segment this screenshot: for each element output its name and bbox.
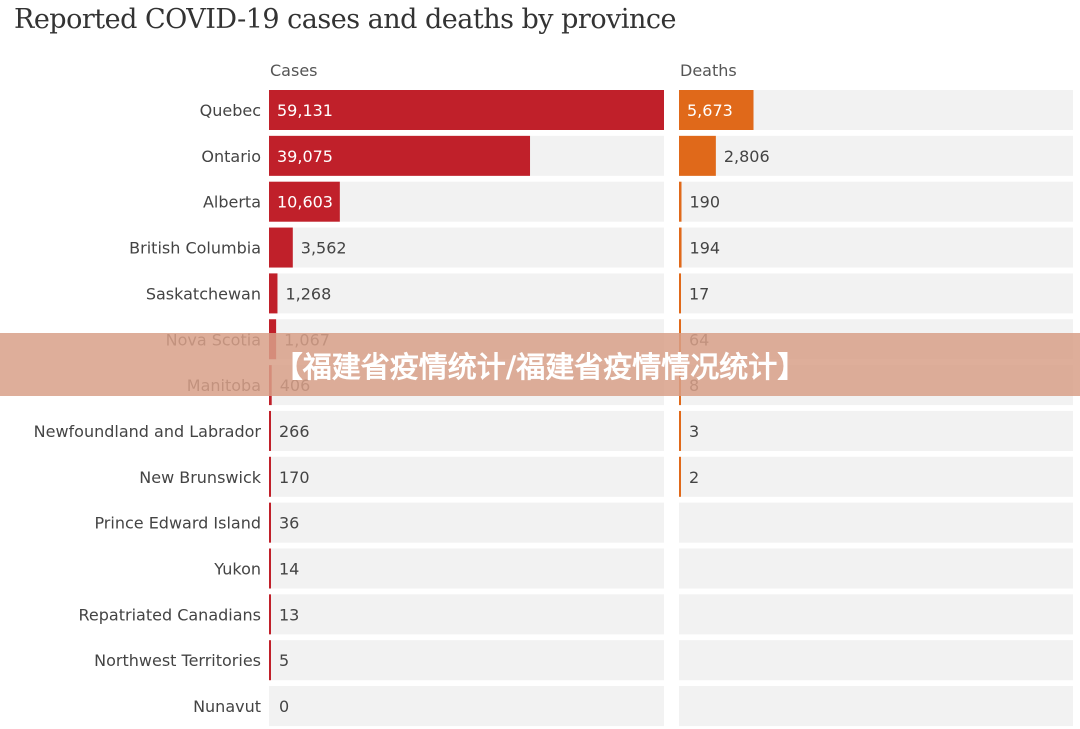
category-label: Newfoundland and Labrador: [34, 422, 262, 441]
deaths-bar: [679, 181, 682, 222]
cases-value-label: 0: [279, 697, 289, 716]
category-label: Prince Edward Island: [94, 514, 261, 533]
deaths-row-background: [679, 410, 1073, 451]
cases-bar: [269, 594, 271, 635]
cases-value-label: 10,603: [277, 193, 333, 212]
column-header-deaths: Deaths: [680, 61, 737, 80]
deaths-row-background: [679, 456, 1073, 497]
deaths-row-background: [679, 273, 1073, 314]
deaths-value-label: 190: [689, 193, 720, 212]
deaths-bar: [679, 410, 681, 451]
cases-row-background: [269, 640, 664, 681]
category-label: Quebec: [200, 101, 261, 120]
cases-bar: [269, 548, 271, 589]
category-label: Saskatchewan: [146, 284, 261, 303]
cases-bar: [269, 273, 278, 314]
deaths-value-label: 2: [689, 468, 699, 487]
deaths-value-label: 2,806: [724, 147, 770, 166]
cases-bar: [269, 227, 293, 268]
deaths-value-label: 17: [689, 284, 709, 303]
cases-row-background: [269, 548, 664, 589]
cases-row-background: [269, 502, 664, 543]
cases-value-label: 5: [279, 651, 289, 670]
cases-row-background: [269, 273, 664, 314]
cases-value-label: 170: [279, 468, 310, 487]
column-header-cases: Cases: [270, 61, 318, 80]
deaths-row-background: [679, 640, 1073, 681]
cases-row-background: [269, 410, 664, 451]
cases-bar: [269, 640, 271, 681]
cases-row-background: [269, 456, 664, 497]
cases-bar: [269, 502, 271, 543]
category-label: Northwest Territories: [94, 651, 261, 670]
category-label: Ontario: [201, 147, 261, 166]
category-label: Nunavut: [193, 697, 261, 716]
deaths-value-label: 3: [689, 422, 699, 441]
category-label: British Columbia: [129, 239, 261, 258]
deaths-row-background: [679, 686, 1073, 727]
cases-value-label: 266: [279, 422, 310, 441]
deaths-row-background: [679, 548, 1073, 589]
deaths-row-background: [679, 135, 1073, 176]
category-label: Yukon: [213, 560, 261, 579]
deaths-bar: [679, 227, 682, 268]
cases-value-label: 3,562: [301, 239, 347, 258]
cases-value-label: 36: [279, 514, 299, 533]
cases-bar: [269, 410, 271, 451]
cases-value-label: 1,268: [285, 284, 331, 303]
cases-row-background: [269, 227, 664, 268]
banner-text: 【福建省疫情统计/福建省疫情情况统计】: [273, 349, 807, 384]
cases-row-background: [269, 686, 664, 727]
category-label: Alberta: [203, 193, 261, 212]
deaths-value-label: 5,673: [687, 101, 733, 120]
deaths-bar: [679, 135, 716, 176]
cases-bar: [269, 135, 531, 176]
cases-bar: [269, 90, 664, 130]
cases-row-background: [269, 594, 664, 635]
deaths-bar: [679, 456, 681, 497]
deaths-value-label: 194: [690, 239, 721, 258]
deaths-bar: [679, 90, 754, 130]
deaths-row-background: [679, 227, 1073, 268]
cases-value-label: 39,075: [277, 147, 333, 166]
category-label: Repatriated Canadians: [79, 605, 261, 624]
cases-bar: [269, 181, 340, 222]
watermark-banner: 【福建省疫情统计/福建省疫情情况统计】: [0, 333, 1080, 396]
deaths-row-background: [679, 181, 1073, 222]
chart-title: Reported COVID-19 cases and deaths by pr…: [14, 4, 676, 35]
cases-bar: [269, 456, 271, 497]
cases-value-label: 13: [279, 605, 299, 624]
deaths-row-background: [679, 594, 1073, 635]
deaths-bar: [679, 273, 681, 314]
category-label: New Brunswick: [139, 468, 261, 487]
cases-value-label: 59,131: [277, 101, 333, 120]
deaths-row-background: [679, 502, 1073, 543]
cases-value-label: 14: [279, 560, 299, 579]
